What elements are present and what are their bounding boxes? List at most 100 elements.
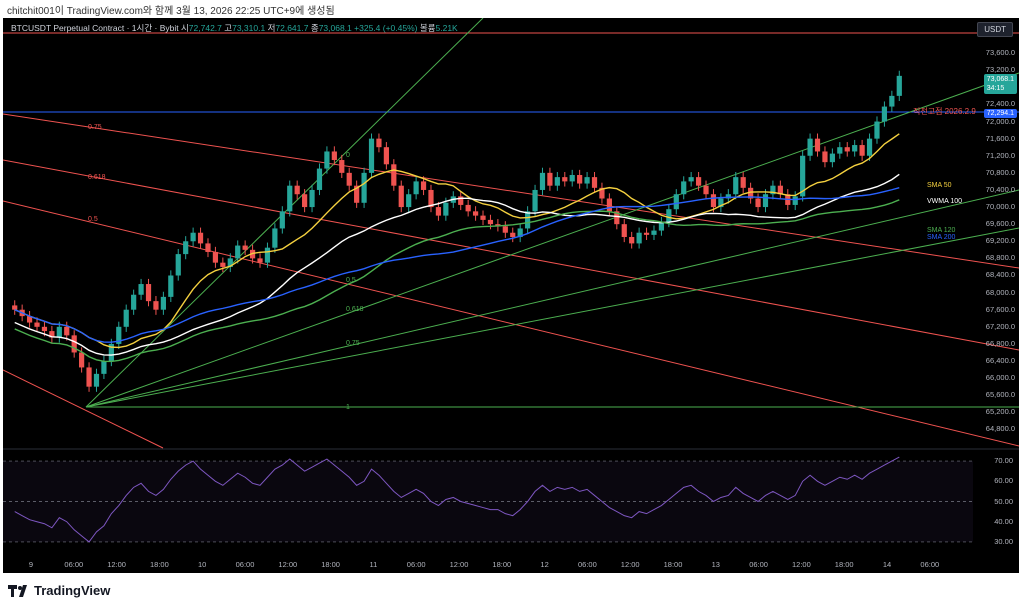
time-tick-label: 18:00 [150, 560, 169, 569]
candle-body [257, 258, 263, 263]
last-price-tag: 73,068.1 34:15 [983, 74, 1017, 94]
candle-body [64, 326, 70, 336]
channel-red-05 [3, 200, 1019, 447]
candle-body [116, 326, 122, 344]
candle-body [12, 305, 18, 310]
candle-body [740, 177, 746, 188]
fib-green-1: 1 [346, 404, 350, 411]
candle-body [733, 177, 739, 195]
symbol-name: BTCUSDT Perpetual Contract · 1시간 · Bybit [11, 23, 179, 33]
candle-body [881, 106, 888, 122]
candle-body [636, 232, 642, 244]
close-label: 종 [310, 23, 319, 33]
candle-body [79, 352, 85, 368]
fib-green-0: 0 [346, 152, 350, 159]
candle-body [272, 228, 278, 248]
candle-body [502, 226, 508, 233]
candle-body [599, 187, 605, 199]
candle-body [71, 335, 77, 353]
candle-body [465, 204, 471, 212]
open-label: 시 [180, 23, 189, 33]
sma50-line [14, 133, 900, 349]
rsi-tick-label: 60.00 [994, 476, 1013, 486]
candle-body [577, 174, 583, 184]
rsi-tick-label: 40.00 [994, 516, 1013, 526]
candle-body [346, 172, 352, 186]
price-tick-label: 70,000.0 [985, 202, 1015, 212]
last-price-value: 73,068.1 [986, 76, 1014, 83]
price-tick-label: 73,200.0 [985, 65, 1015, 75]
time-tick-label: 18:00 [492, 560, 512, 569]
tradingview-logo[interactable]: TradingView [8, 583, 110, 598]
candle-body [748, 187, 754, 199]
fib-green-05: 0.5 [346, 277, 356, 284]
candle-body [101, 361, 107, 374]
candle-body [703, 185, 709, 195]
fib-red-075: 0.75 [88, 124, 102, 131]
sma50-label: SMA 50 [927, 182, 952, 189]
candle-body [212, 251, 219, 263]
time-tick-label: 12:00 [449, 560, 469, 569]
chart-frame[interactable]: BTCUSDT Perpetual Contract · 1시간 · Bybit… [3, 18, 1019, 573]
volume-label: 볼륨 [419, 23, 436, 33]
symbol-info: BTCUSDT Perpetual Contract · 1시간 · Bybit… [11, 22, 458, 34]
candle-body [49, 331, 55, 338]
watermark-text: chitchit001이 TradingView.com와 함께 3월 13, … [7, 6, 335, 17]
candle-body [279, 211, 285, 229]
time-tick-label: 18:00 [834, 560, 854, 569]
candle-body [591, 177, 598, 188]
candle-body [829, 153, 835, 163]
candle-body [458, 196, 464, 205]
price-tick-label: 71,200.0 [985, 150, 1015, 160]
candle-body [777, 185, 783, 195]
price-chart[interactable] [3, 18, 1019, 573]
candle-body [435, 207, 442, 216]
fib-red-0618: 0.618 [88, 174, 106, 181]
time-tick-label: 10 [198, 560, 207, 569]
price-tick-label: 72,000.0 [985, 116, 1015, 126]
candle-body [443, 202, 449, 216]
candle-body [160, 296, 166, 310]
fib-green-0618: 0.618 [346, 306, 364, 313]
time-tick-label: 12:00 [620, 560, 640, 569]
rsi-line [14, 456, 900, 543]
price-tick-label: 68,400.0 [985, 270, 1015, 280]
candle-body [242, 245, 248, 250]
fib-green-075: 0.75 [346, 340, 360, 347]
price-tick-label: 68,800.0 [985, 253, 1015, 263]
price-tick-label: 69,600.0 [985, 219, 1015, 229]
candle-body [175, 254, 181, 276]
sma200-line [14, 187, 900, 343]
candle-body [391, 164, 397, 186]
sma120-label: SMA 120 [927, 227, 956, 234]
candle-body [220, 262, 226, 267]
time-tick-label: 06:00 [749, 560, 768, 569]
currency-button[interactable]: USDT [977, 22, 1013, 37]
candle-body [190, 232, 196, 242]
candle-body [331, 151, 337, 161]
candle-body [316, 168, 323, 190]
candle-body [800, 155, 806, 197]
time-tick-label: 12:00 [107, 560, 126, 569]
candle-body [197, 232, 204, 244]
candle-body [227, 258, 233, 267]
price-tick-label: 72,400.0 [985, 99, 1015, 109]
price-tick-label: 65,600.0 [985, 390, 1015, 400]
candle-body [688, 177, 694, 182]
candle-body [413, 181, 419, 195]
candle-body [376, 138, 382, 148]
candle-body [807, 138, 813, 156]
price-tick-label: 66,400.0 [985, 356, 1015, 366]
time-tick-label: 06:00 [235, 560, 255, 569]
change-value: +325.4 (+0.45%) [354, 23, 418, 33]
candle-body [41, 326, 48, 332]
time-tick-label: 06:00 [578, 560, 597, 569]
sma200-label: SMA 200 [927, 234, 956, 241]
candle-body [428, 189, 434, 208]
prev-high-label: 직전고점 2026.2.9 [913, 107, 976, 116]
price-tick-label: 67,200.0 [985, 321, 1015, 331]
time-tick-label: 12:00 [792, 560, 811, 569]
candle-body [368, 138, 375, 173]
rsi-band [3, 461, 973, 542]
price-tick-label: 66,800.0 [985, 338, 1015, 348]
